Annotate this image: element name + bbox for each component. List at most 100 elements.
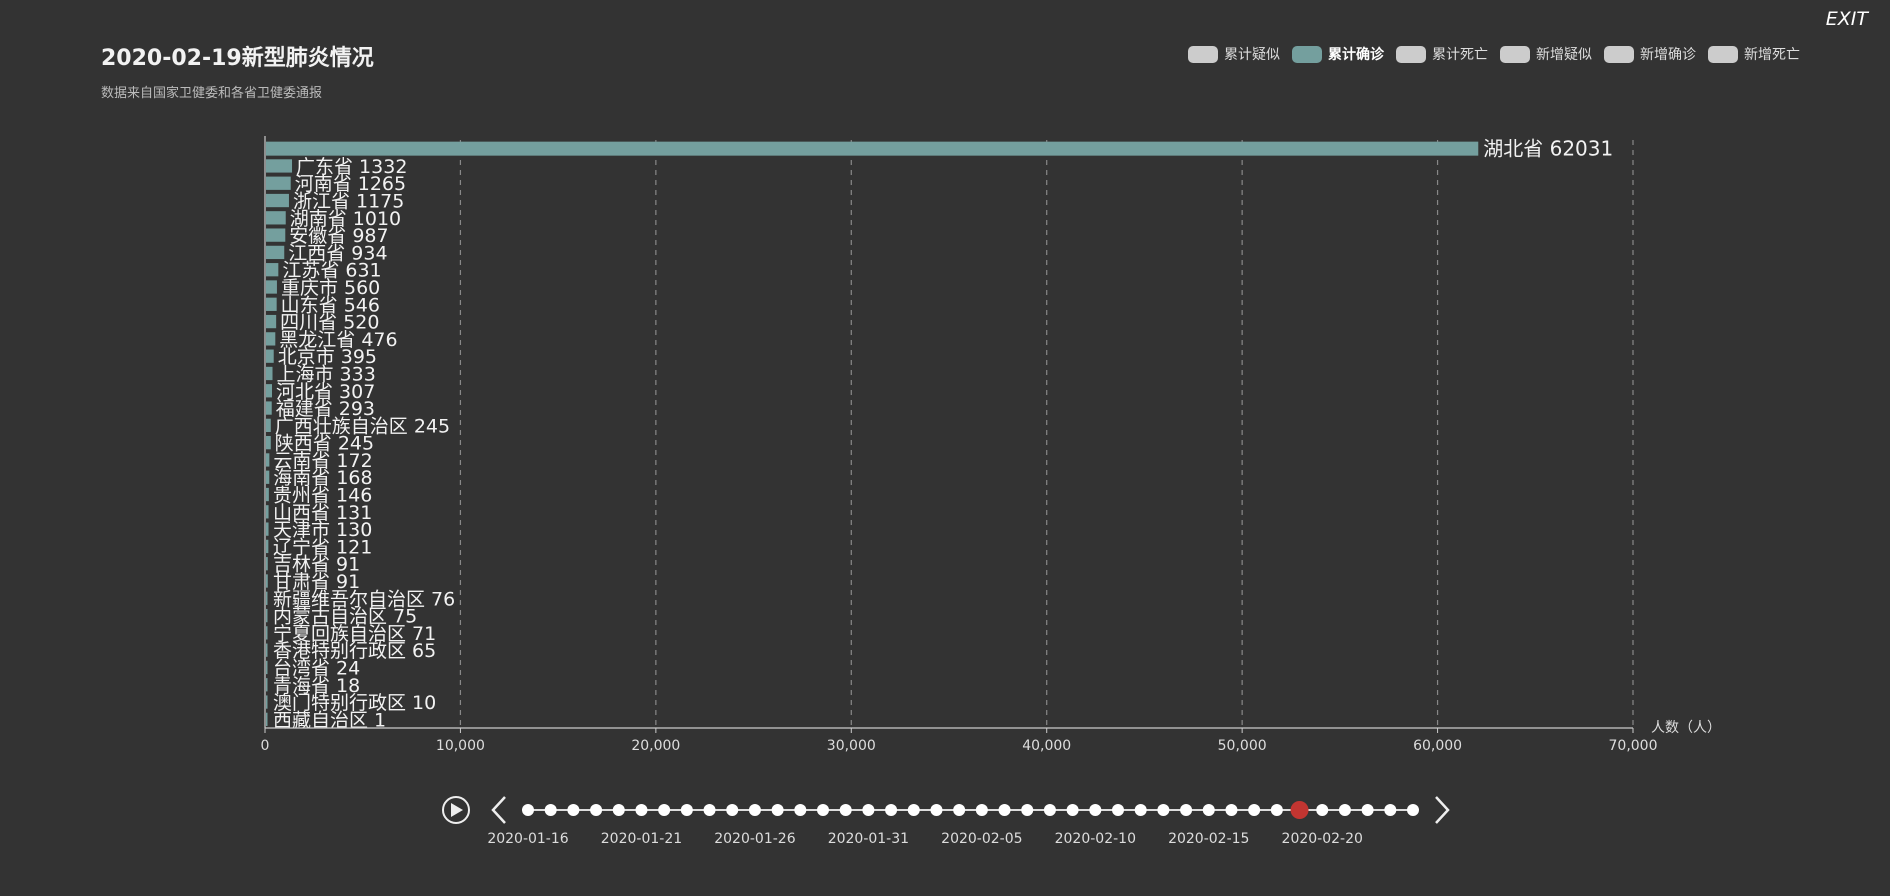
timeline-point[interactable] [1134,804,1147,816]
timeline-point[interactable] [590,804,603,816]
timeline-point[interactable] [1225,804,1238,816]
bar[interactable] [266,193,289,208]
legend-item-cumulative-suspected[interactable]: 累计疑似 [1188,44,1280,64]
timeline-point[interactable] [748,804,761,816]
title-block: 2020-02-19新型肺炎情况 数据来自国家卫健委和各省卫健委通报 [101,40,374,101]
timeline-point[interactable] [794,804,807,816]
timeline-point[interactable] [930,804,943,816]
bar[interactable] [266,384,272,398]
bar[interactable] [266,280,277,294]
timeline-point[interactable] [1043,804,1056,816]
timeline-point[interactable] [658,804,671,816]
bar[interactable] [266,505,269,519]
legend-item-new-confirmed[interactable]: 新增确诊 [1604,44,1696,64]
chart-subtitle: 数据来自国家卫健委和各省卫健委通报 [101,86,323,101]
timeline-point[interactable] [703,804,716,816]
bar[interactable] [266,176,291,190]
bar[interactable] [266,436,271,450]
bar-label: 江西省 934 [288,242,387,264]
bar-label: 天津市 130 [273,519,372,541]
bar[interactable] [266,349,274,363]
timeline-point[interactable] [726,804,739,816]
timeline-point[interactable] [612,804,625,816]
bar-label: 山东省 546 [281,294,380,316]
bars [266,141,1479,726]
bar[interactable] [266,660,268,675]
bar[interactable] [266,522,269,536]
timeline-point[interactable] [1202,804,1215,816]
bar[interactable] [266,591,268,605]
bar[interactable] [266,332,276,346]
bar[interactable] [266,211,286,225]
timeline-point[interactable] [998,804,1011,816]
bar[interactable] [266,712,268,726]
legend-label: 新增疑似 [1536,47,1592,63]
bar[interactable] [266,159,293,173]
bar[interactable] [266,557,268,571]
bar[interactable] [266,453,270,467]
legend-swatch [1188,45,1218,63]
timeline-point[interactable] [635,804,648,816]
timeline-point[interactable] [1361,804,1374,816]
timeline-point[interactable] [567,804,580,816]
timeline-point[interactable] [522,804,534,816]
timeline-point[interactable] [1066,804,1079,816]
bar[interactable] [266,487,269,502]
timeline-point[interactable] [817,804,829,816]
timeline-point[interactable] [1384,804,1397,816]
legend-label: 累计死亡 [1432,47,1488,63]
timeline-point[interactable] [907,804,920,816]
bar-label: 重庆市 560 [281,277,380,299]
legend-item-cumulative-confirmed[interactable]: 累计确诊 [1292,44,1384,64]
legend-item-cumulative-deaths[interactable]: 累计死亡 [1396,44,1488,64]
play-button[interactable] [442,796,470,824]
bar[interactable] [266,245,285,260]
timeline-point[interactable] [1407,804,1419,816]
timeline-point[interactable] [1180,804,1193,816]
bar[interactable] [266,678,268,692]
bar[interactable] [266,608,268,623]
bar[interactable] [266,539,269,554]
bar[interactable] [266,695,268,709]
bar-label: 云南省 172 [273,450,372,472]
bar[interactable] [266,263,279,277]
timeline-point[interactable] [1270,804,1283,816]
bar[interactable] [266,626,268,640]
timeline-point[interactable] [1338,804,1351,816]
timeline-point[interactable] [1112,804,1124,816]
x-tick-label: 50,000 [1218,738,1267,754]
legend-item-new-deaths[interactable]: 新增死亡 [1708,44,1800,64]
chevron-right-icon[interactable] [1435,796,1450,824]
timeline-point[interactable] [839,804,852,816]
timeline-point[interactable] [1248,804,1261,816]
chevron-left-icon[interactable] [491,796,506,824]
bar[interactable] [266,643,268,657]
timeline-point[interactable] [953,804,966,816]
timeline-point[interactable] [1089,804,1102,816]
timeline-point[interactable] [1157,804,1170,816]
bar[interactable] [266,401,272,415]
legend-item-new-suspected[interactable]: 新增疑似 [1500,44,1592,64]
x-tick-label: 40,000 [1022,738,1071,754]
timeline-point[interactable] [680,804,693,816]
bar-label: 湖北省 62031 [1483,137,1613,161]
timeline-point[interactable] [1021,804,1034,816]
timeline-point[interactable] [1316,804,1329,816]
timeline-point[interactable] [771,804,784,816]
bar[interactable] [266,314,277,329]
timeline-point[interactable] [975,804,988,816]
bar[interactable] [266,366,273,381]
bar[interactable] [266,470,270,484]
timeline-current-point[interactable] [1290,801,1309,819]
bar[interactable] [266,297,277,311]
timeline-point[interactable] [862,804,875,816]
bar[interactable] [266,141,1479,156]
bar[interactable] [266,418,271,432]
exit-button[interactable]: EXIT [1825,8,1868,30]
timeline-point[interactable] [544,804,557,816]
timeline-point[interactable] [885,804,898,816]
bar[interactable] [266,228,286,242]
timeline-label: 2020-02-10 [1055,831,1136,847]
bar-label: 北京市 395 [278,346,377,368]
bar[interactable] [266,574,268,588]
